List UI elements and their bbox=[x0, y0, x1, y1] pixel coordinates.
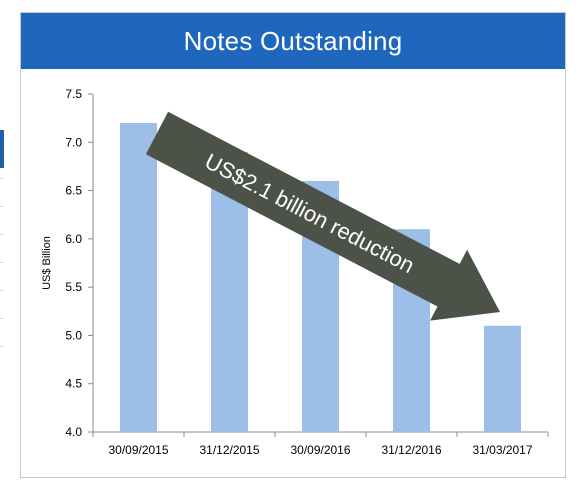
chart-title: Notes Outstanding bbox=[183, 25, 403, 56]
y-tick-label: 6.5 bbox=[65, 184, 82, 198]
y-axis-title: US$ Billion bbox=[41, 236, 53, 290]
left-edge-strip bbox=[0, 0, 6, 486]
left-edge-active-bar bbox=[0, 130, 4, 168]
y-tick-label: 5.0 bbox=[65, 328, 82, 342]
y-tick-label: 6.0 bbox=[65, 232, 82, 246]
x-tick-label: 31/12/2016 bbox=[381, 443, 441, 457]
left-edge-divider bbox=[0, 262, 4, 263]
title-bar: Notes Outstanding bbox=[21, 13, 565, 69]
left-edge-divider bbox=[0, 178, 4, 179]
y-tick-label: 4.0 bbox=[65, 425, 82, 439]
bar-5 bbox=[484, 325, 521, 432]
chart-panel: Notes Outstanding bbox=[20, 12, 566, 478]
left-edge-divider bbox=[0, 346, 4, 347]
x-tick-label: 31/12/2015 bbox=[199, 443, 259, 457]
y-tick-label: 4.5 bbox=[65, 377, 82, 391]
y-tick-label: 7.0 bbox=[65, 135, 82, 149]
x-tick-label: 30/09/2016 bbox=[290, 443, 350, 457]
left-edge-divider bbox=[0, 234, 4, 235]
x-tick-label: 30/09/2015 bbox=[108, 443, 168, 457]
reduction-arrow-shape bbox=[145, 111, 501, 321]
y-tick-label: 7.5 bbox=[65, 87, 82, 101]
bar-1 bbox=[120, 122, 157, 432]
x-tick-label: 31/03/2017 bbox=[472, 443, 532, 457]
left-edge-divider bbox=[0, 206, 4, 207]
left-edge-divider bbox=[0, 318, 4, 319]
y-tick-label: 5.5 bbox=[65, 280, 82, 294]
left-edge-divider bbox=[0, 290, 4, 291]
